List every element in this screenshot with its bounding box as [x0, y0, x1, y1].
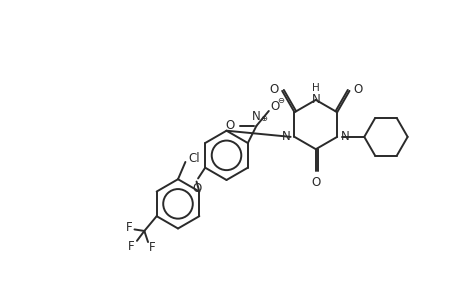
Text: F: F	[125, 221, 132, 234]
Text: N: N	[340, 130, 349, 143]
Text: ⊖: ⊖	[277, 96, 284, 105]
Text: N: N	[252, 110, 260, 124]
Text: Cl: Cl	[188, 152, 200, 165]
Text: N: N	[311, 93, 319, 106]
Text: O: O	[191, 182, 201, 194]
Text: H: H	[311, 83, 319, 93]
Text: N: N	[281, 130, 290, 143]
Text: O: O	[353, 83, 362, 96]
Text: O: O	[224, 119, 234, 132]
Text: ⊕: ⊕	[260, 114, 267, 123]
Text: O: O	[269, 83, 278, 96]
Text: F: F	[128, 240, 134, 253]
Text: O: O	[270, 100, 279, 113]
Text: F: F	[149, 241, 156, 254]
Text: O: O	[311, 176, 320, 189]
